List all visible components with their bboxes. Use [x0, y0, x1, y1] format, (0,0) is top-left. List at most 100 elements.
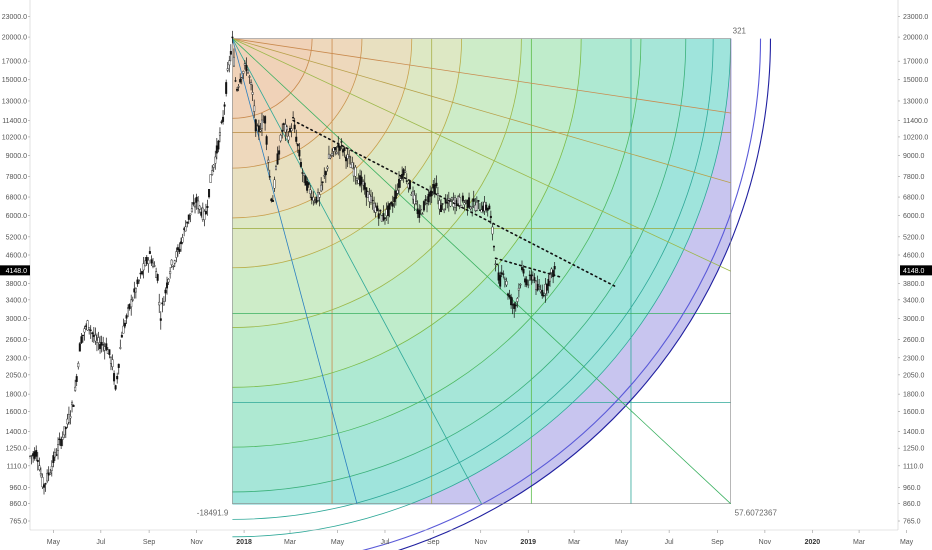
x-tick-label: May: [47, 539, 61, 546]
price-candle-body: [120, 334, 123, 338]
trend-line-short: [494, 257, 564, 279]
price-candle-body: [397, 179, 400, 188]
price-candle-body: [222, 116, 225, 122]
y-tick-label-right: 1110.0: [903, 463, 923, 470]
y-tick-label-right: 2600.0: [903, 337, 925, 344]
x-tick-label: Sep: [143, 539, 156, 546]
price-candle-body: [88, 327, 91, 330]
x-tick-label: Sep: [427, 539, 440, 546]
fan-ray: [232, 38, 731, 272]
y-tick-label-left: 1600.0: [6, 409, 28, 416]
price-candle-body: [312, 196, 315, 201]
price-candle-body: [419, 209, 422, 211]
price-candle-body: [203, 211, 206, 220]
price-candle-body: [257, 125, 260, 132]
price-candle-body: [348, 156, 351, 158]
price-candle-body: [236, 88, 239, 91]
price-candle-body: [519, 284, 522, 286]
price-candle-body: [549, 272, 552, 282]
price-candle-body: [363, 182, 366, 190]
price-candle-body: [198, 205, 201, 210]
price-candle-body: [211, 170, 214, 175]
gann-fan[interactable]: [232, 38, 772, 550]
y-tick-label-left: 20000.0: [2, 35, 27, 42]
price-candle-body: [105, 343, 108, 350]
trend-line-dotted: [292, 119, 618, 289]
price-candle-body: [346, 154, 349, 159]
y-tick-label-right: 17000.0: [903, 59, 928, 66]
price-candle-body: [492, 246, 495, 248]
y-tick-label-left: 17000.0: [2, 59, 27, 66]
price-candle-body: [204, 210, 207, 215]
right-price-axis[interactable]: 765.0 860.0 960.0 1110.0 1250.0 1400.0 1600.0 1…: [897, 0, 932, 530]
price-candle-body: [369, 196, 372, 203]
price-candle-body: [335, 151, 338, 154]
x-tick-label: 2019: [520, 539, 536, 546]
y-tick-label-left: 11400.0: [2, 118, 27, 125]
price-candle-body: [418, 210, 421, 218]
price-candle-body: [307, 182, 310, 186]
price-candle-body: [354, 166, 357, 177]
price-candle-body: [276, 153, 279, 165]
price-candle-body: [424, 199, 427, 201]
price-candle-body: [176, 247, 179, 251]
price-candle-body: [468, 197, 471, 208]
x-tick-label: Nov: [190, 539, 203, 546]
price-candle-body: [281, 130, 284, 132]
price-candle-body: [279, 134, 282, 142]
price-candle-body: [113, 373, 116, 382]
y-tick-label-right: 1600.0: [903, 409, 925, 416]
price-candle-body: [240, 77, 243, 80]
y-tick-label-right: 6000.0: [903, 213, 925, 220]
price-candle-body: [239, 79, 242, 83]
x-tick-label: Mar: [284, 539, 297, 546]
fan-arc: [232, 38, 687, 493]
price-candle-body: [383, 217, 386, 219]
current-price-label-left-bg: [0, 265, 30, 276]
price-candle-body: [440, 204, 443, 213]
price-candle-body: [197, 200, 200, 209]
price-candle-body: [265, 136, 268, 145]
price-candle-body: [173, 260, 176, 264]
trend-lines[interactable]: [292, 119, 618, 289]
fan-ray: [232, 38, 731, 184]
x-tick-label: Jul: [96, 539, 105, 546]
y-tick-label-right: 3000.0: [903, 316, 925, 323]
price-candle-body: [377, 213, 380, 219]
time-axis[interactable]: May Jul Sep Nov 2018 Mar May Jul Sep Nov 2019 Mar Ma…: [30, 529, 914, 546]
price-candle-body: [520, 267, 523, 270]
price-candle-body: [285, 126, 288, 130]
price-candle-body: [427, 193, 430, 203]
price-candle-body: [506, 293, 509, 296]
fan-label-bottom-right: 57.6072367: [735, 509, 778, 518]
price-candle-body: [61, 437, 64, 440]
price-candle-body: [245, 65, 248, 72]
price-candle-body: [232, 56, 235, 67]
y-tick-label-left: 15000.0: [2, 77, 27, 84]
price-candle-body: [489, 215, 492, 219]
price-candle-body: [242, 71, 245, 74]
price-candle-body: [382, 213, 385, 221]
y-tick-label-right: 7800.0: [903, 174, 925, 181]
y-tick-label-left: 3000.0: [6, 316, 28, 323]
price-candle-body: [505, 281, 508, 286]
price-candle-body: [63, 426, 66, 436]
price-candle-body: [220, 121, 223, 123]
price-candle-body: [253, 105, 256, 112]
fan-arc: [232, 38, 582, 388]
current-price-label-right-bg: [900, 265, 932, 276]
price-candle-body: [217, 140, 220, 150]
current-price-label-right: 4148.0: [903, 268, 925, 275]
price-candle-body: [60, 439, 63, 446]
price-candle-body: [340, 141, 343, 143]
price-candle-body: [209, 174, 212, 183]
price-candle-body: [243, 63, 246, 66]
price-candle-body: [67, 414, 70, 423]
price-candle-body: [72, 404, 75, 407]
price-candle-body: [212, 164, 215, 168]
price-candle-body: [309, 189, 312, 194]
price-candle-body: [46, 473, 49, 482]
price-candle-body: [169, 271, 172, 275]
price-candle-body: [89, 329, 92, 331]
